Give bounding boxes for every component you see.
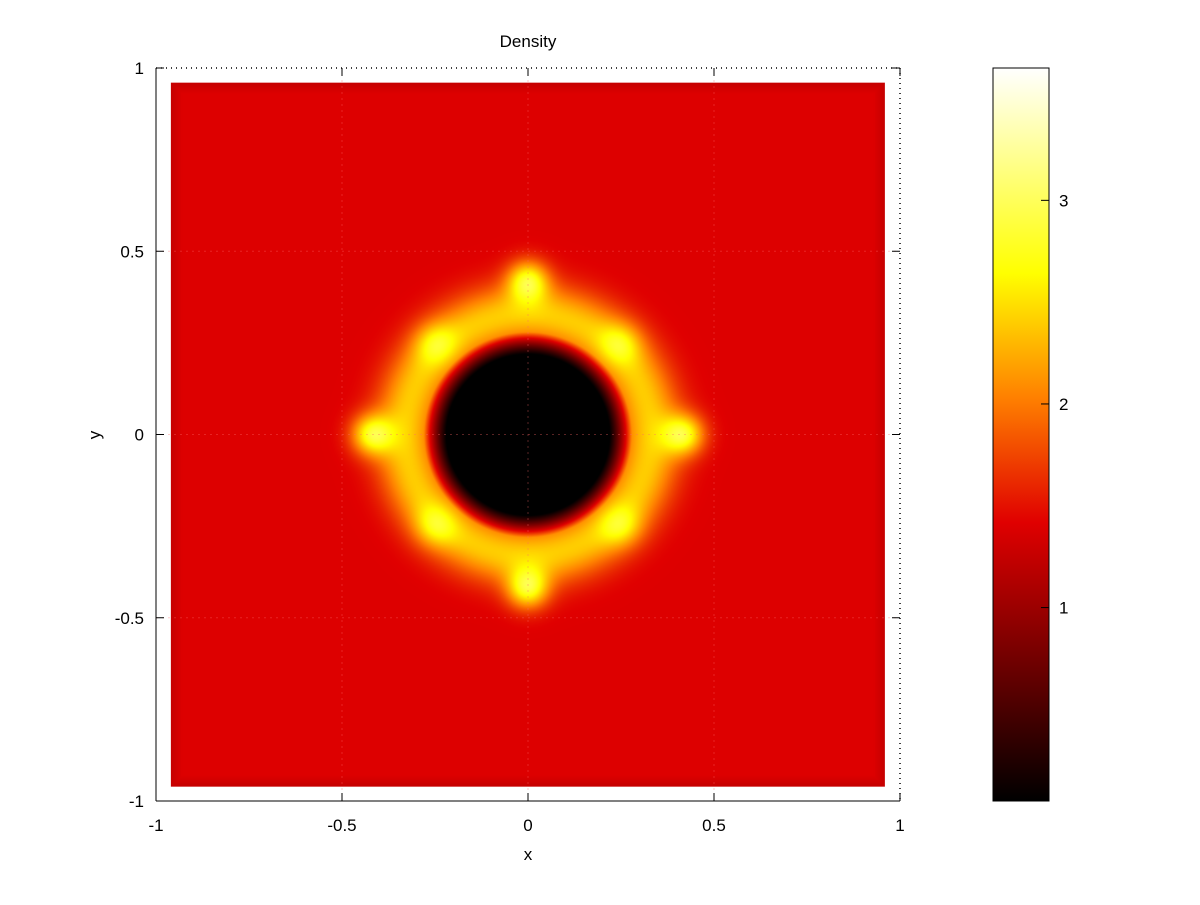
colorbar-gradient — [992, 67, 1050, 802]
y-tick-label: -0.5 — [115, 609, 144, 628]
colorbar-tick-label: 1 — [1059, 599, 1068, 618]
x-tick-label: 0.5 — [702, 816, 726, 835]
colorbar-tick-label: 2 — [1059, 395, 1068, 414]
density-heatmap — [170, 82, 885, 787]
y-tick-label: 0 — [135, 426, 144, 445]
colorbar: 1 2 3 — [992, 67, 1068, 802]
x-tick-label: -1 — [148, 816, 163, 835]
x-axis-title: x — [524, 845, 533, 864]
y-tick-label: 1 — [135, 59, 144, 78]
x-tick-label: 0 — [523, 816, 532, 835]
x-tick-label: 1 — [895, 816, 904, 835]
axes-layer: -1 -0.5 0 0.5 1 -1 -0.5 0 0.5 1 — [115, 59, 905, 835]
heatmap-layer — [170, 82, 885, 787]
chart-title: Density — [500, 32, 557, 51]
grid-layer — [156, 68, 900, 801]
y-tick-label: 0.5 — [120, 242, 144, 261]
y-axis-title: y — [85, 430, 104, 439]
x-tick-label: -0.5 — [327, 816, 356, 835]
colorbar-tick-label: 3 — [1059, 191, 1068, 210]
y-tick-label: -1 — [129, 792, 144, 811]
